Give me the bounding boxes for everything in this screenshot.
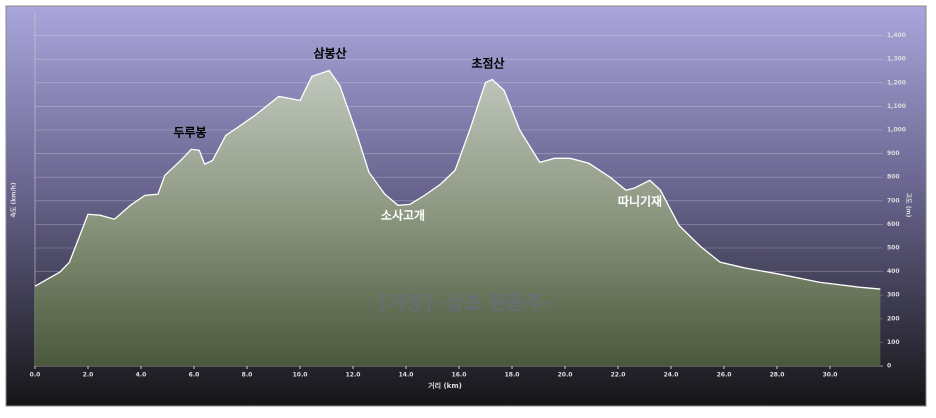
x-tick-label: 2.0 <box>83 372 94 379</box>
y2-tick-label: 1,300 <box>887 56 906 63</box>
x-tick-label: 0.0 <box>30 372 41 379</box>
y2-tick-label: 200 <box>887 315 900 322</box>
y2-tick-label: 400 <box>887 268 900 275</box>
y2-tick-label: 600 <box>887 221 900 228</box>
x-tick-label: 14.0 <box>399 372 414 379</box>
x-axis-label: 거리 (km) <box>428 381 462 390</box>
annotation: 삼봉산 <box>313 46 346 61</box>
annotation: 따니기재 <box>618 194 662 209</box>
x-tick-label: 16.0 <box>452 372 467 379</box>
annotation: 소사고개 <box>381 208 425 223</box>
y2-tick-label: 700 <box>887 197 900 204</box>
x-tick-label: 6.0 <box>189 372 200 379</box>
y2-tick-label: 300 <box>887 292 900 299</box>
watermark: [거창] -삼초 환종주- <box>379 291 551 315</box>
y2-tick-label: 100 <box>887 339 900 346</box>
annotation: 초점산 <box>471 56 504 71</box>
y2-tick-label: 0 <box>887 363 891 370</box>
area <box>35 70 881 366</box>
y2-axis-label: 고도 (m) <box>905 193 912 218</box>
y2-tick-label: 1,200 <box>887 79 906 86</box>
x-tick-label: 26.0 <box>717 372 732 379</box>
x-tick-label: 18.0 <box>505 372 520 379</box>
y2-tick-label: 800 <box>887 174 900 181</box>
y2-tick-label: 500 <box>887 245 900 252</box>
y2-tick-label: 1,100 <box>887 103 906 110</box>
x-tick-label: 30.0 <box>823 372 838 379</box>
x-tick-label: 12.0 <box>346 372 361 379</box>
x-tick-label: 8.0 <box>242 372 253 379</box>
x-tick-label: 28.0 <box>770 372 785 379</box>
y2-tick-label: 1,000 <box>887 127 906 134</box>
x-tick-label: 22.0 <box>611 372 626 379</box>
annotation: 두루봉 <box>173 126 206 140</box>
y-axis-label: 속도 (km/h) <box>10 182 18 218</box>
x-tick-label: 4.0 <box>136 372 147 379</box>
elevation-line <box>34 69 881 290</box>
y2-tick-label: 900 <box>887 150 900 157</box>
y2-tick-label: 1,400 <box>887 32 906 39</box>
x-tick-label: 24.0 <box>664 372 679 379</box>
x-tick-label: 20.0 <box>558 372 573 379</box>
x-tick-label: 10.0 <box>293 372 308 379</box>
